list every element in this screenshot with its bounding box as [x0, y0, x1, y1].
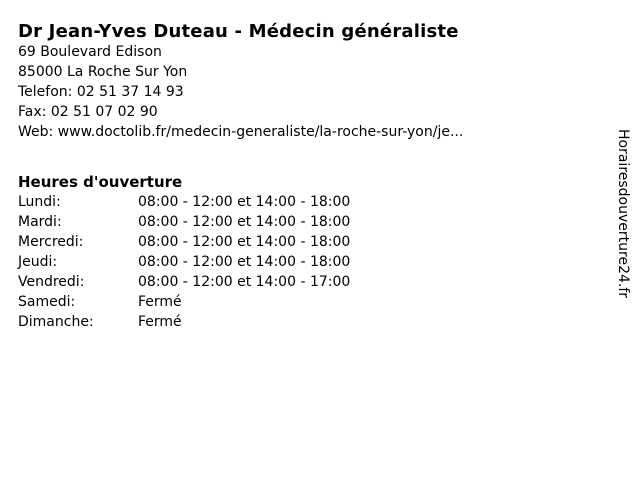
address-line-1: 69 Boulevard Edison	[18, 44, 162, 60]
day-times: 08:00 - 12:00 et 14:00 - 18:00	[138, 214, 351, 230]
hours-row-thursday: Jeudi: 08:00 - 12:00 et 14:00 - 18:00	[18, 252, 350, 272]
address-line-2: 85000 La Roche Sur Yon	[18, 64, 188, 80]
phone-value: 02 51 37 14 93	[76, 84, 184, 100]
hours-row-saturday: Samedi: Fermé	[18, 292, 350, 312]
web-line: Web: www.doctolib.fr/medecin-generaliste…	[18, 122, 463, 142]
day-times: 08:00 - 12:00 et 14:00 - 18:00	[138, 254, 351, 270]
day-times: 08:00 - 12:00 et 14:00 - 18:00	[138, 194, 351, 210]
day-label: Mardi:	[18, 214, 62, 230]
hours-row-wednesday: Mercredi: 08:00 - 12:00 et 14:00 - 18:00	[18, 232, 350, 252]
web-label: Web:	[18, 124, 54, 140]
phone-line: Telefon: 02 51 37 14 93	[18, 82, 463, 102]
day-label: Dimanche:	[18, 314, 94, 330]
fax-line: Fax: 02 51 07 02 90	[18, 102, 463, 122]
web-url-link[interactable]: www.doctolib.fr/medecin-generaliste/la-r…	[57, 124, 464, 140]
day-label: Samedi:	[18, 294, 76, 310]
opening-hours-table: Lundi: 08:00 - 12:00 et 14:00 - 18:00 Ma…	[18, 192, 350, 332]
page-title: Dr Jean-Yves Duteau - Médecin généralist…	[18, 21, 459, 43]
contact-info: 69 Boulevard Edison 85000 La Roche Sur Y…	[18, 42, 463, 142]
day-times: 08:00 - 12:00 et 14:00 - 18:00	[138, 234, 351, 250]
hours-row-friday: Vendredi: 08:00 - 12:00 et 14:00 - 17:00	[18, 272, 350, 292]
day-times: 08:00 - 12:00 et 14:00 - 17:00	[138, 274, 351, 290]
phone-label: Telefon:	[18, 84, 73, 100]
day-label: Jeudi:	[18, 254, 58, 270]
fax-value: 02 51 07 02 90	[50, 104, 158, 120]
day-times: Fermé	[138, 314, 182, 330]
hours-row-monday: Lundi: 08:00 - 12:00 et 14:00 - 18:00	[18, 192, 350, 212]
day-times: Fermé	[138, 294, 182, 310]
hours-row-tuesday: Mardi: 08:00 - 12:00 et 14:00 - 18:00	[18, 212, 350, 232]
day-label: Lundi:	[18, 194, 61, 210]
hours-row-sunday: Dimanche: Fermé	[18, 312, 350, 332]
site-watermark: Horairesdouverture24.fr	[615, 129, 631, 299]
fax-label: Fax:	[18, 104, 47, 120]
day-label: Mercredi:	[18, 234, 84, 250]
opening-hours-heading: Heures d'ouverture	[18, 173, 183, 192]
day-label: Vendredi:	[18, 274, 85, 290]
